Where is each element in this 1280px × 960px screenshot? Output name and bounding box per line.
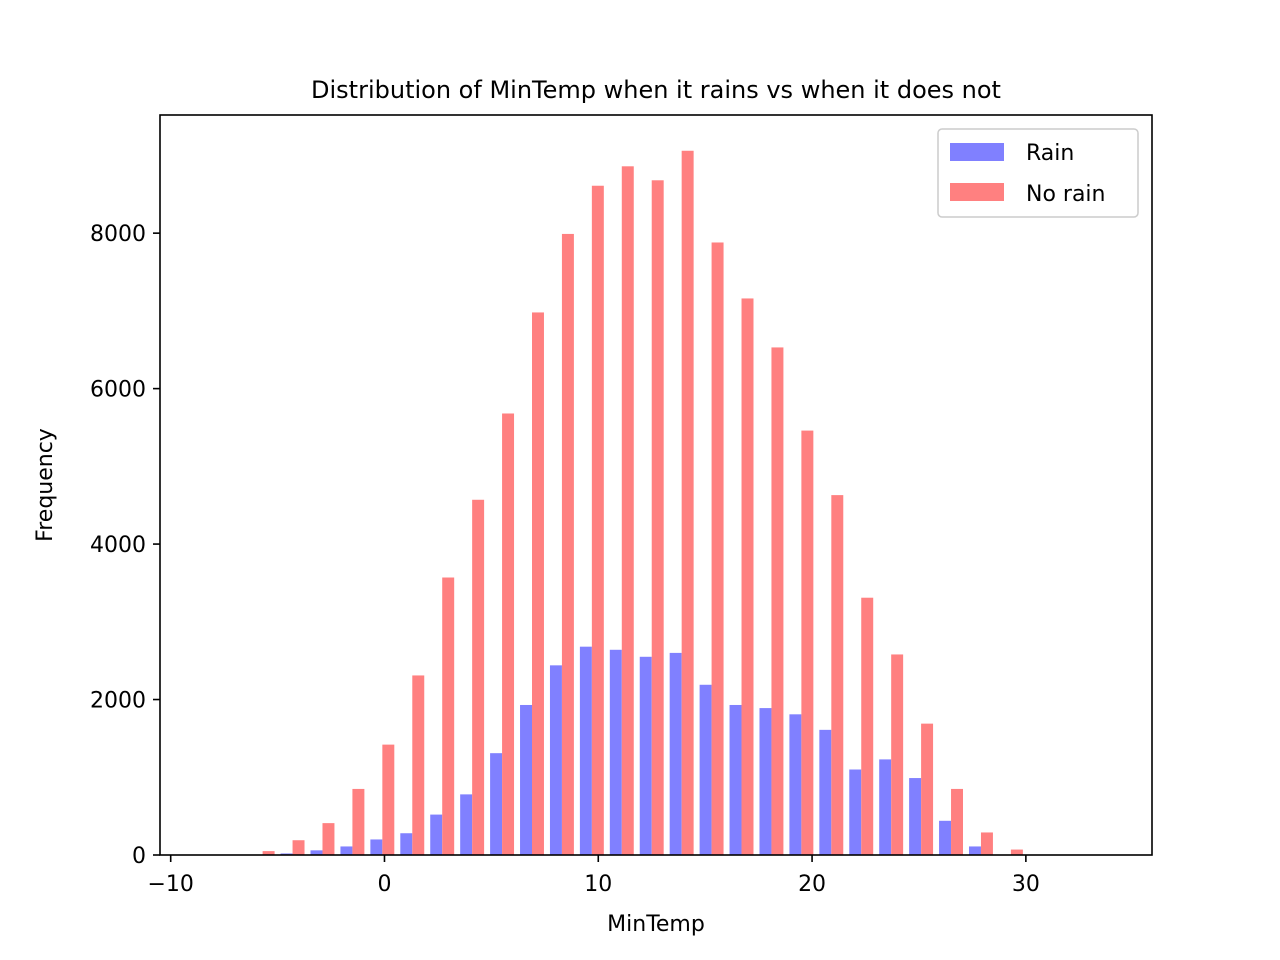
legend-label-no-rain: No rain (1026, 182, 1106, 207)
bar-rain-13 (579, 646, 592, 855)
bar-rain-15 (639, 656, 652, 855)
bar-no-rain-18 (741, 298, 754, 855)
bar-no-rain-25 (951, 788, 963, 855)
x-tick-label: 10 (584, 872, 612, 897)
bar-no-rain-13 (591, 185, 604, 856)
bar-no-rain-3 (292, 840, 305, 855)
bar-rain-21 (819, 729, 832, 855)
x-axis-label: MinTemp (607, 912, 705, 937)
bar-no-rain-16 (681, 150, 694, 855)
bar-no-rain-17 (711, 242, 724, 856)
bar-rain-20 (789, 714, 802, 855)
bar-no-rain-27 (1010, 849, 1023, 855)
bar-rain-22 (849, 769, 862, 855)
bar-rain-26 (968, 846, 981, 855)
y-tick-label: 8000 (90, 222, 146, 247)
bar-no-rain-8 (442, 577, 455, 855)
bar-no-rain-6 (382, 744, 395, 855)
x-tick-label: 30 (1012, 872, 1040, 897)
y-axis-label: Frequency (33, 428, 58, 542)
bar-rain-4 (310, 850, 323, 855)
y-tick-label: 2000 (90, 689, 146, 714)
legend-swatch-no-rain (950, 183, 1004, 201)
bar-no-rain-15 (651, 180, 664, 856)
bar-rain-7 (400, 833, 413, 855)
bar-rain-25 (939, 820, 952, 855)
y-tick-label: 4000 (90, 533, 146, 558)
bar-no-rain-9 (472, 499, 485, 855)
plot-frame (159, 114, 1153, 856)
bar-no-rain-4 (322, 823, 335, 855)
x-tick-label: 20 (798, 872, 826, 897)
bar-no-rain-24 (921, 723, 934, 855)
bar-rain-11 (520, 704, 532, 855)
bar-no-rain-5 (352, 788, 365, 855)
bar-no-rain-12 (561, 233, 574, 855)
legend-swatch-rain (950, 143, 1004, 161)
bar-rain-17 (699, 684, 712, 855)
bar-no-rain-23 (891, 654, 904, 855)
bar-rain-18 (729, 704, 742, 855)
bar-rain-19 (759, 708, 772, 855)
bars-layer (262, 150, 1023, 856)
y-tick-label: 6000 (90, 378, 146, 403)
bar-no-rain-11 (532, 312, 544, 855)
bar-rain-8 (430, 814, 443, 855)
bar-no-rain-7 (412, 675, 425, 855)
bar-rain-23 (879, 759, 892, 855)
bar-no-rain-10 (502, 413, 515, 855)
bar-rain-24 (909, 778, 922, 855)
bar-no-rain-21 (831, 495, 844, 855)
x-axis: −10 0 10 20 30 (147, 855, 1040, 897)
y-tick-label: 0 (132, 844, 146, 869)
bar-no-rain-26 (980, 832, 993, 855)
bar-no-rain-19 (771, 347, 784, 855)
bar-rain-6 (370, 839, 383, 855)
x-tick-label: −10 (147, 872, 193, 897)
bar-no-rain-22 (861, 597, 874, 855)
bar-no-rain-14 (621, 166, 634, 856)
bar-rain-5 (340, 846, 353, 855)
legend: Rain No rain (937, 128, 1139, 218)
legend-label-rain: Rain (1026, 141, 1074, 166)
chart-title: Distribution of MinTemp when it rains vs… (311, 76, 1001, 104)
y-axis: 0 2000 4000 6000 8000 (90, 222, 160, 869)
bar-rain-16 (669, 652, 682, 855)
bar-rain-12 (549, 665, 562, 855)
bar-no-rain-20 (801, 430, 814, 855)
bar-rain-14 (609, 649, 622, 855)
bar-rain-10 (490, 753, 503, 855)
bar-no-rain-2 (262, 851, 275, 855)
x-tick-label: 0 (377, 872, 391, 897)
bar-rain-9 (460, 794, 473, 855)
